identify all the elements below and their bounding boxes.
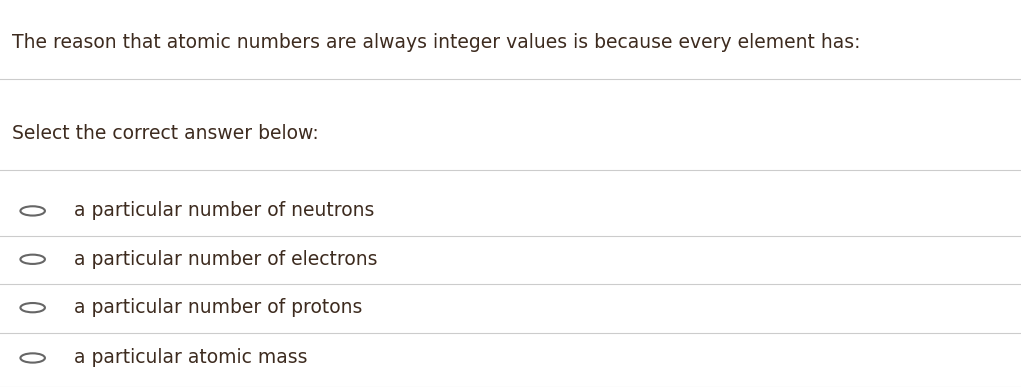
Text: The reason that atomic numbers are always integer values is because every elemen: The reason that atomic numbers are alway…: [12, 33, 861, 52]
Text: a particular number of protons: a particular number of protons: [74, 298, 361, 317]
Text: a particular atomic mass: a particular atomic mass: [74, 348, 307, 368]
Text: Select the correct answer below:: Select the correct answer below:: [12, 124, 319, 143]
Text: a particular number of neutrons: a particular number of neutrons: [74, 201, 374, 221]
Text: a particular number of electrons: a particular number of electrons: [74, 250, 377, 269]
